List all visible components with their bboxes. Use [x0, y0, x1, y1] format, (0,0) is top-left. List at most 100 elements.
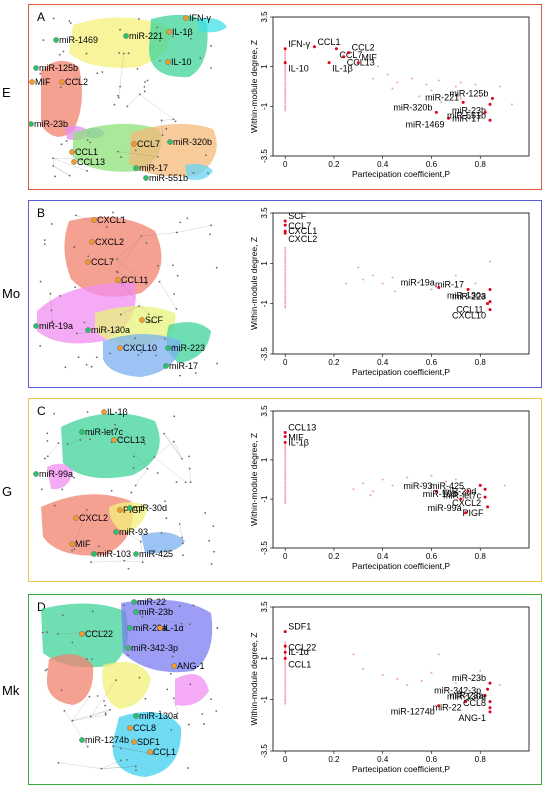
x-tick-label: 0.2	[328, 552, 340, 561]
hub-point	[466, 288, 470, 292]
module-0	[41, 603, 129, 668]
data-point	[474, 83, 477, 86]
network-edge	[176, 225, 212, 233]
point-label: miR-103	[423, 489, 457, 499]
module-4	[141, 532, 185, 554]
hub-node	[143, 175, 149, 181]
network-node	[73, 476, 75, 479]
point-label: miR-let7c	[443, 490, 482, 500]
data-point	[284, 691, 287, 694]
network-edge	[101, 760, 122, 769]
hub-node	[59, 79, 65, 85]
hub-point	[283, 431, 287, 435]
network-node	[97, 545, 100, 548]
network-node	[160, 119, 163, 122]
panel-letter: A	[37, 10, 45, 24]
network-node	[208, 233, 211, 236]
network-node	[46, 432, 49, 435]
network-node	[207, 172, 209, 174]
network-node	[173, 293, 176, 295]
data-point	[284, 54, 287, 57]
network-node	[216, 627, 219, 629]
hub-node	[91, 217, 97, 223]
network-node	[144, 81, 146, 83]
hub-node	[85, 259, 91, 265]
x-tick-label: 0.6	[426, 552, 438, 561]
network-node	[210, 698, 212, 701]
y-tick-label: -3.5	[260, 149, 269, 163]
point-label: CCL8	[463, 698, 486, 708]
network-node	[44, 669, 47, 672]
data-point	[430, 474, 433, 477]
data-point	[362, 278, 365, 281]
network-node	[39, 345, 42, 347]
network-edge	[125, 532, 141, 542]
panel-c-side-label: G	[2, 484, 13, 499]
network-node	[172, 697, 175, 700]
hub-node	[147, 749, 153, 755]
point-label: miR-23b	[452, 673, 486, 683]
hub-node	[73, 515, 79, 521]
data-point	[284, 452, 287, 455]
network-node	[166, 555, 169, 557]
module-0	[69, 17, 171, 68]
network-edge	[161, 119, 174, 121]
hub-node	[163, 363, 169, 369]
network-node	[96, 695, 99, 697]
point-label: miR-17	[452, 113, 481, 123]
network-node	[52, 165, 55, 167]
data-point	[284, 72, 287, 75]
point-label: miR-125b	[449, 88, 488, 98]
network-node	[123, 604, 126, 607]
data-point	[284, 473, 287, 476]
data-point	[284, 454, 287, 457]
network-node	[125, 280, 128, 282]
network-label: miR-30d	[133, 503, 167, 513]
x-tick-label: 0	[283, 358, 288, 367]
network-node	[112, 211, 114, 214]
x-axis-label: Partecipation coefficient,P	[352, 169, 450, 179]
data-point	[371, 490, 374, 493]
network-node	[184, 481, 187, 484]
network-node	[40, 488, 43, 491]
network-node	[132, 466, 135, 469]
network-node	[122, 52, 125, 55]
hub-point	[283, 434, 287, 438]
point-label: CCL7	[288, 221, 311, 231]
data-point	[445, 688, 448, 691]
hub-point	[356, 61, 360, 65]
network-label: miR-99a	[39, 469, 73, 479]
hub-point	[483, 110, 487, 114]
panel-letter: C	[37, 404, 46, 418]
y-tick-label: 1	[260, 64, 269, 69]
network-node	[172, 118, 175, 121]
hub-point	[447, 116, 451, 120]
network-node	[146, 79, 149, 82]
x-tick-label: 0.2	[328, 358, 340, 367]
data-point	[284, 465, 287, 468]
network-edge	[141, 232, 177, 237]
network-node	[136, 67, 139, 70]
network-label: CXCL1	[97, 215, 126, 225]
network-node	[41, 631, 44, 634]
network-node	[141, 615, 144, 618]
network-node	[115, 329, 118, 332]
network-node	[134, 149, 137, 152]
network-node	[71, 641, 74, 644]
network-node	[132, 455, 135, 458]
network-node	[173, 415, 176, 418]
network-node	[216, 362, 219, 365]
network-node	[86, 139, 89, 141]
network-node	[151, 753, 154, 755]
network-node	[179, 221, 182, 224]
hub-point	[283, 219, 287, 223]
y-axis-label: Within-module degree, Z	[249, 433, 259, 526]
point-label: miR-221	[425, 92, 459, 102]
point-label: miR-223	[452, 292, 486, 302]
network-node	[156, 26, 159, 29]
network-node	[163, 337, 166, 340]
data-point	[284, 700, 287, 703]
network-label: SCF	[145, 315, 164, 325]
network-node	[178, 523, 181, 525]
